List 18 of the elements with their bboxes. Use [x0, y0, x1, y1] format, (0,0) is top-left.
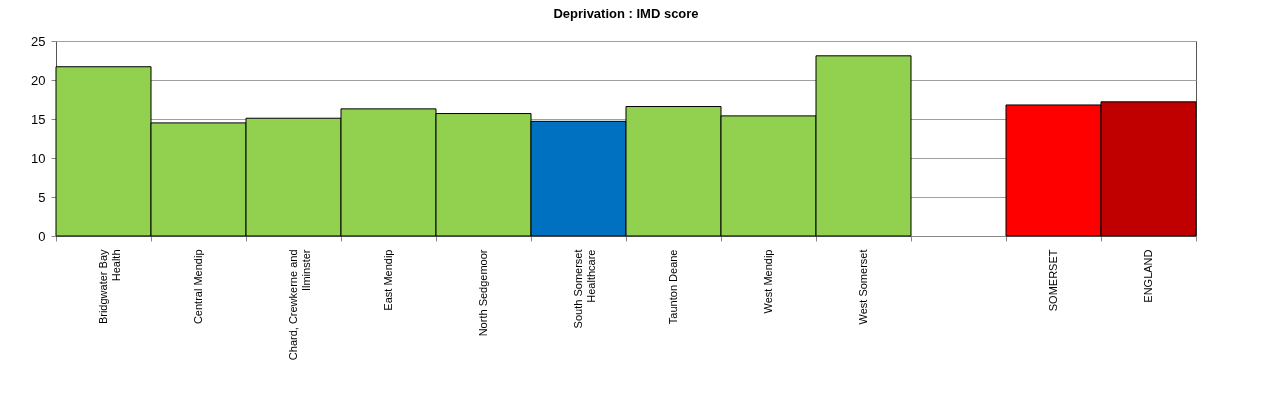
x-tick-label: West Mendip — [762, 249, 774, 314]
y-tick-label: 0 — [38, 228, 46, 244]
x-tick-label: Central Mendip — [192, 249, 204, 325]
y-tick-label: 20 — [31, 72, 46, 88]
x-tick-label: SOMERSET — [1047, 249, 1059, 312]
y-tick-label: 25 — [31, 33, 46, 49]
x-tick-label: Taunton Deane — [667, 249, 679, 325]
x-tick-label: Bridgwater Bay Health — [97, 249, 122, 325]
x-tick-label: ENGLAND — [1142, 249, 1154, 303]
y-tick-label: 15 — [31, 111, 46, 127]
y-tick-label: 5 — [38, 189, 46, 205]
y-tick-label: 10 — [31, 150, 46, 166]
x-tick-label: East Mendip — [382, 249, 394, 311]
x-tick-label: North Sedgemoor — [477, 249, 489, 337]
x-tick-label: Chard, Crewkerne and Ilminster — [287, 249, 312, 361]
x-tick-label: West Somerset — [857, 249, 869, 325]
x-tick-label: South Somerset Healthcare — [572, 249, 597, 329]
chart-title: Deprivation : IMD score — [553, 6, 699, 21]
